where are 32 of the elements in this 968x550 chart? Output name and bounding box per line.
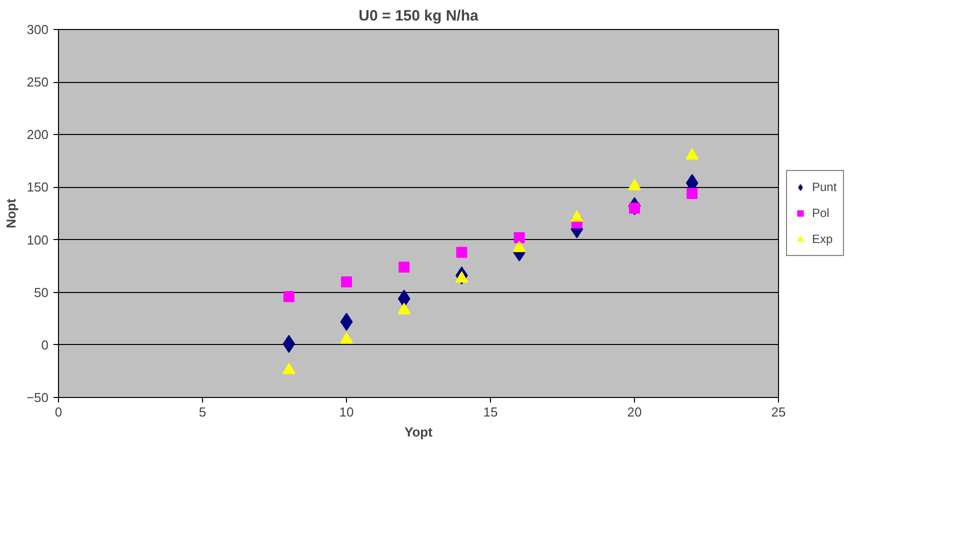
point bbox=[686, 188, 698, 200]
y-axis-title: Nopt bbox=[3, 198, 18, 228]
point bbox=[398, 262, 410, 273]
x-tick-label: 0 bbox=[54, 404, 62, 420]
y-tick-label: 50 bbox=[34, 284, 49, 300]
x-tick-label: 20 bbox=[627, 404, 642, 420]
point bbox=[283, 291, 294, 302]
x-tick-label: 5 bbox=[198, 404, 206, 420]
point bbox=[340, 312, 353, 331]
point bbox=[398, 302, 411, 314]
y-tick-label: 250 bbox=[26, 74, 49, 90]
legend-label: Punt bbox=[812, 180, 837, 194]
y-tick-label: 200 bbox=[26, 127, 49, 142]
point bbox=[456, 246, 468, 258]
y-tick-label: 150 bbox=[26, 180, 49, 195]
chart-title: U0 = 150 kg N/ha bbox=[358, 8, 479, 24]
point bbox=[455, 271, 468, 283]
y-tick-label: 300 bbox=[26, 22, 49, 37]
y-tick-label: 0 bbox=[41, 337, 49, 352]
x-axis-title: Yopt bbox=[404, 424, 434, 440]
legend-label: Exp bbox=[812, 232, 833, 246]
y-tick-label: −50 bbox=[26, 390, 49, 405]
point bbox=[282, 362, 296, 374]
point bbox=[282, 334, 296, 353]
x-tick-label: 10 bbox=[339, 404, 354, 420]
point bbox=[341, 276, 352, 288]
y-tick-label: 100 bbox=[26, 232, 49, 248]
legend-label: Pol bbox=[812, 206, 830, 220]
point bbox=[514, 232, 525, 244]
point bbox=[340, 332, 353, 344]
x-tick-label: 15 bbox=[483, 404, 498, 420]
x-tick-label: 25 bbox=[771, 404, 786, 420]
